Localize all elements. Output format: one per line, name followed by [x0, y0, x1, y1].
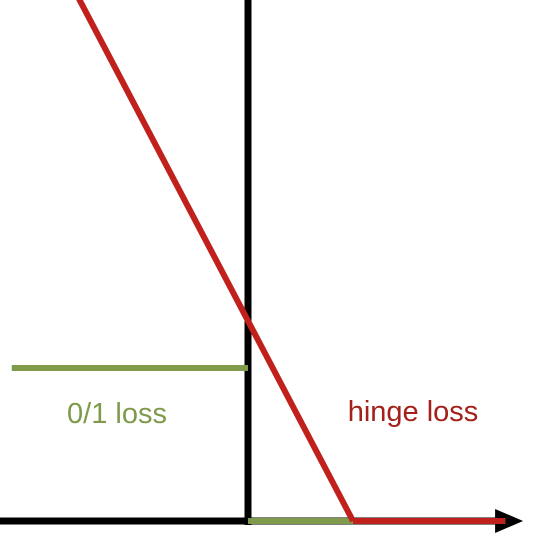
hinge-loss-segment-1 [76, 0, 356, 523]
x-axis-arrowhead [495, 509, 524, 533]
zero-one-loss-label: 0/1 loss [67, 398, 167, 430]
hinge-loss-label: hinge loss [348, 396, 479, 428]
series-layer [11, 0, 506, 524]
axes [0, 0, 524, 533]
